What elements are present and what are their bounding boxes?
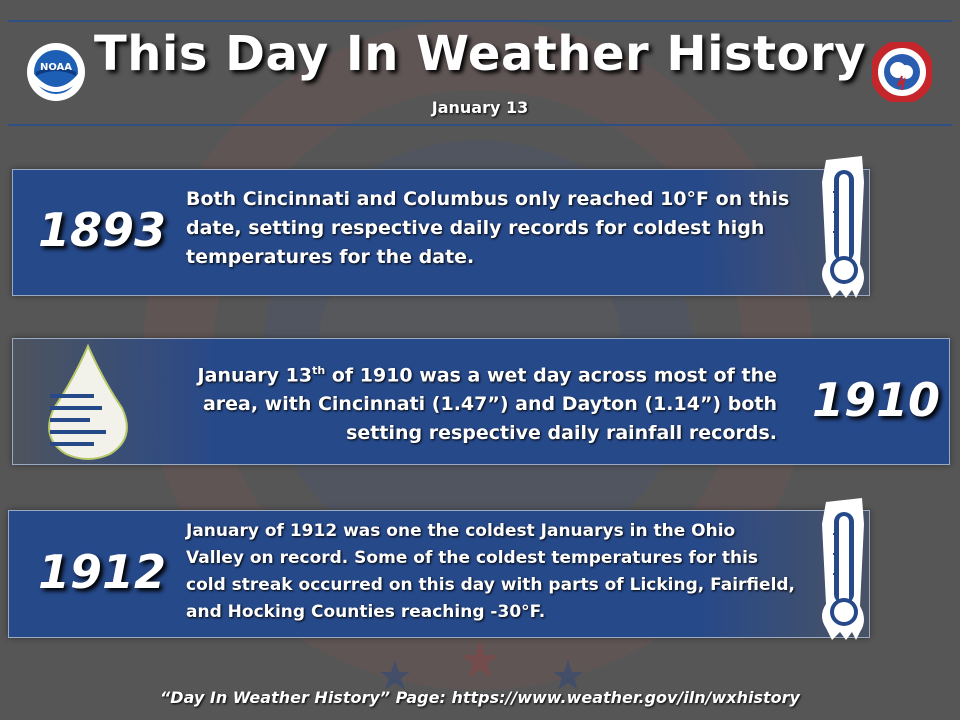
footer-link-text: “Day In Weather History” Page: https://w… [160, 688, 800, 707]
noaa-logo-text: NOAA [40, 62, 72, 73]
date-subtitle: January 13 [431, 98, 529, 117]
national-weather-service-logo [872, 42, 932, 102]
thermometer-icon [822, 498, 864, 640]
page-title: This Day In Weather History [94, 26, 866, 82]
header-divider-top [8, 20, 952, 22]
entry-band-1912 [8, 510, 870, 638]
entry-text-1910-start: January 13 [197, 364, 313, 387]
raindrop-icon [48, 343, 128, 460]
entry-band-1893 [12, 169, 870, 296]
header-divider-bottom [8, 124, 952, 126]
entry-year-1893: 1893 [38, 203, 167, 257]
entry-text-1893: Both Cincinnati and Columbus only reache… [186, 188, 790, 268]
entry-text-1910-superscript: th [312, 364, 326, 377]
entry-year-1912: 1912 [38, 545, 167, 599]
entry-year-1910: 1910 [812, 373, 941, 427]
entry-text-1912: January of 1912 was one the coldest Janu… [186, 521, 796, 622]
noaa-logo: NOAA [27, 43, 85, 101]
entry-text-1910: January 13th of 1910 was a wet day acros… [160, 356, 777, 448]
thermometer-icon [822, 156, 864, 298]
entry-text-1910-rest: of 1910 was a wet day across most of the… [202, 364, 777, 445]
entry-band-1910 [12, 338, 950, 465]
